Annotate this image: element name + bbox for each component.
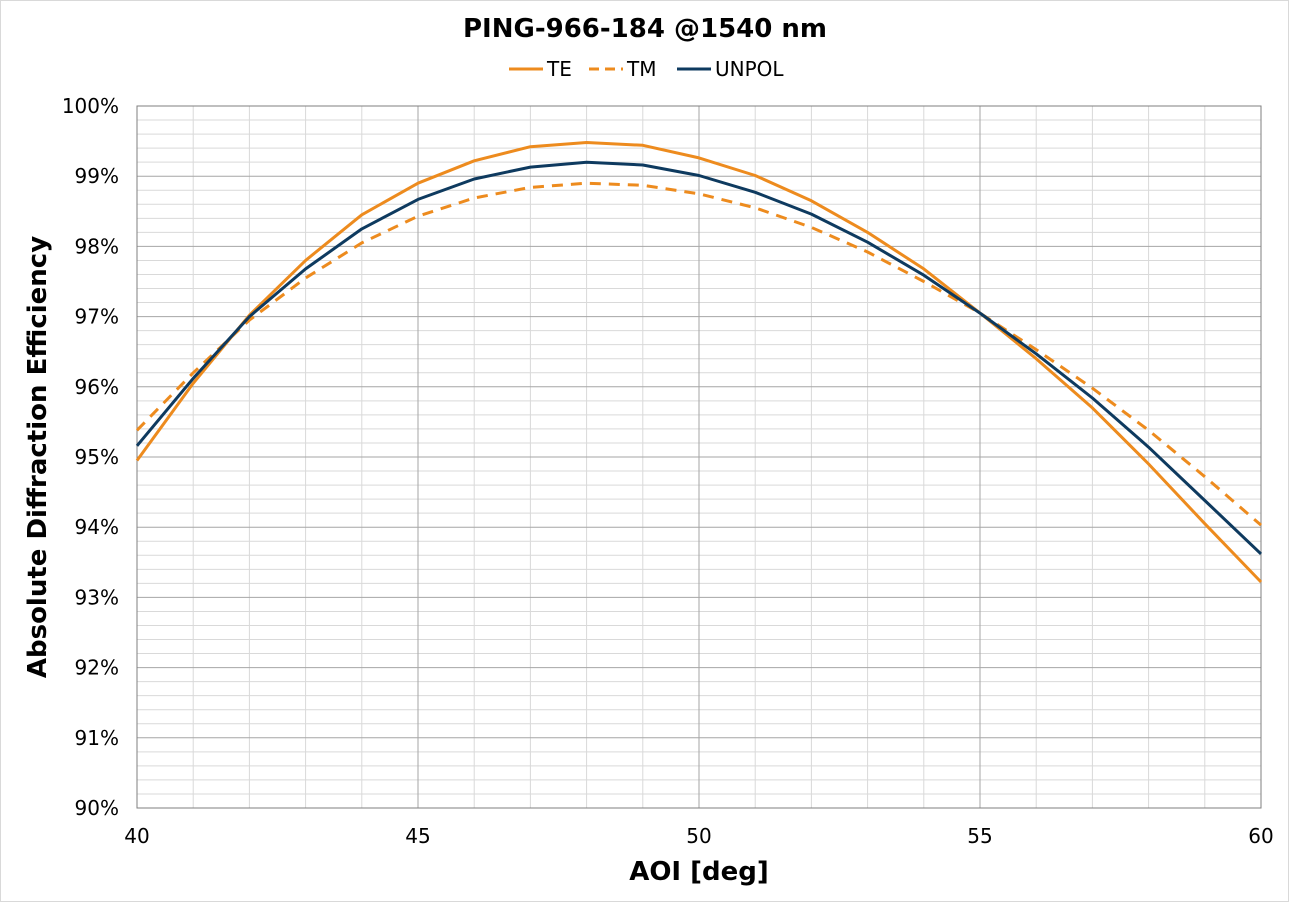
data-series — [135, 141, 1263, 584]
y-axis-tick-labels: 90% 91% 92% 93% 94% 95% 96% 97% 98% 99% 100% — [62, 94, 119, 820]
y-axis-title: Absolute Diffraction Efficiency — [23, 236, 53, 678]
x-axis-title: AOI [deg] — [629, 857, 769, 887]
y-tick-label: 95% — [75, 445, 119, 469]
x-tick-label: 45 — [405, 824, 430, 848]
x-tick-label: 40 — [124, 824, 149, 848]
legend-label-unpol: UNPOL — [715, 57, 784, 81]
x-tick-label: 50 — [686, 824, 711, 848]
y-tick-label: 92% — [75, 656, 119, 680]
legend-label-tm: TM — [626, 57, 656, 81]
y-tick-label: 90% — [75, 796, 119, 820]
x-axis-tick-labels: 40 45 50 55 60 — [124, 824, 1273, 848]
series-line-unpol — [135, 160, 1263, 555]
y-tick-label: 91% — [75, 726, 119, 750]
plot-area-border — [136, 105, 1262, 809]
y-tick-label: 98% — [75, 234, 119, 258]
chart-legend: TE TM UNPOL — [509, 57, 784, 81]
series-line-tm — [135, 181, 1262, 527]
x-tick-label: 60 — [1248, 824, 1273, 848]
x-tick-label: 55 — [967, 824, 992, 848]
y-tick-label: 99% — [75, 164, 119, 188]
legend-label-te: TE — [546, 57, 572, 81]
series-line-te — [135, 141, 1263, 584]
y-tick-label: 93% — [75, 585, 119, 609]
y-tick-label: 94% — [75, 515, 119, 539]
y-tick-label: 96% — [75, 375, 119, 399]
y-tick-label: 97% — [75, 305, 119, 329]
chart-title: PING-966-184 @1540 nm — [463, 14, 827, 44]
y-tick-label: 100% — [62, 94, 119, 118]
